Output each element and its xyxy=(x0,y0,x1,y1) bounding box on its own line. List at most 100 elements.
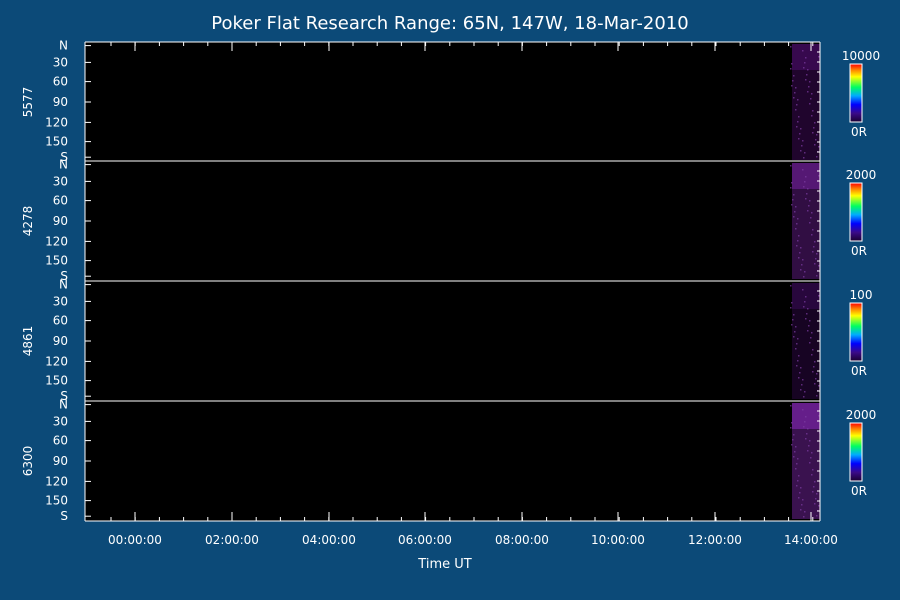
y-tick-label: 90 xyxy=(53,454,68,468)
activity-point xyxy=(816,395,818,397)
x-tick-label: 14:00:00 xyxy=(784,533,838,547)
activity-point xyxy=(794,331,796,333)
activity-point xyxy=(804,181,806,183)
y-tick-label: 150 xyxy=(45,494,68,508)
activity-point xyxy=(802,169,804,171)
activity-point xyxy=(809,222,811,224)
panel-label: 6300 xyxy=(21,446,35,477)
x-tick-label: 02:00:00 xyxy=(205,533,259,547)
y-tick-label: 90 xyxy=(53,95,68,109)
activity-point xyxy=(790,307,792,309)
activity-point xyxy=(798,355,800,357)
activity-point xyxy=(796,104,798,106)
y-tick-label: 60 xyxy=(53,194,68,208)
activity-point xyxy=(811,452,813,454)
chart-title: Poker Flat Research Range: 65N, 147W, 18… xyxy=(211,13,688,34)
activity-point xyxy=(811,115,813,117)
activity-point xyxy=(803,306,805,308)
colorbar-min-label: 0R xyxy=(851,125,867,139)
activity-point xyxy=(790,165,792,167)
activity-point xyxy=(806,313,808,315)
activity-point xyxy=(812,469,814,471)
activity-point xyxy=(814,144,816,146)
colorbar-max-label: 2000 xyxy=(846,408,877,422)
activity-point xyxy=(810,457,812,459)
activity-point xyxy=(804,271,806,273)
activity-point xyxy=(805,57,807,59)
activity-point xyxy=(793,97,795,99)
activity-point xyxy=(818,265,820,267)
activity-point xyxy=(798,257,800,259)
activity-point xyxy=(818,505,820,507)
panel-plot-area xyxy=(85,42,820,162)
y-tick-label: S xyxy=(60,150,68,164)
panel-label: 4278 xyxy=(21,206,35,237)
activity-point xyxy=(793,336,795,338)
activity-point xyxy=(791,324,793,326)
activity-point xyxy=(818,415,820,417)
activity-point xyxy=(801,504,803,506)
x-tick-label: 06:00:00 xyxy=(398,533,452,547)
activity-point xyxy=(797,240,799,242)
activity-point xyxy=(816,134,818,136)
colorbar-max-label: 2000 xyxy=(846,168,877,182)
activity-point xyxy=(803,276,805,278)
x-tick-label: 08:00:00 xyxy=(495,533,549,547)
activity-point xyxy=(818,56,820,58)
activity-point xyxy=(809,342,811,344)
activity-point xyxy=(816,493,818,495)
activity-point xyxy=(803,516,805,518)
activity-point xyxy=(792,199,794,201)
activity-point xyxy=(796,365,798,367)
activity-point xyxy=(803,157,805,159)
y-tick-label: S xyxy=(60,509,68,523)
activity-point xyxy=(807,308,809,310)
activity-point xyxy=(802,50,804,52)
activity-point xyxy=(799,133,801,135)
activity-point xyxy=(804,301,806,303)
activity-point xyxy=(797,121,799,123)
activity-point xyxy=(795,228,797,230)
activity-point xyxy=(803,396,805,398)
activity-point xyxy=(790,285,792,287)
activity-point xyxy=(797,360,799,362)
activity-point xyxy=(796,245,798,247)
activity-point xyxy=(808,86,810,88)
x-axis: 00:00:00 02:00:00 04:00:00 06:00:00 08:00:00… xyxy=(85,42,838,547)
panel-label: 4861 xyxy=(21,326,35,357)
activity-point xyxy=(815,498,817,500)
activity-point xyxy=(813,246,815,248)
panel-plot-area xyxy=(85,401,820,521)
activity-point xyxy=(814,263,816,265)
activity-point xyxy=(796,343,798,345)
activity-point xyxy=(797,99,799,101)
activity-point xyxy=(805,438,807,440)
panel-plot-area xyxy=(85,161,820,281)
activity-point xyxy=(815,258,817,260)
colorbar-max-label: 10000 xyxy=(842,49,880,63)
y-tick-label: 30 xyxy=(53,174,68,188)
activity-point xyxy=(798,475,800,477)
activity-point xyxy=(809,81,811,83)
activity-point xyxy=(812,132,814,134)
activity-point xyxy=(807,188,809,190)
activity-point xyxy=(812,110,814,112)
activity-point xyxy=(800,128,802,130)
activity-point xyxy=(812,229,814,231)
activity-point xyxy=(795,468,797,470)
activity-point xyxy=(811,354,813,356)
activity-point xyxy=(796,223,798,225)
activity-point xyxy=(816,515,818,517)
x-tick-label: 10:00:00 xyxy=(591,533,645,547)
activity-point xyxy=(801,145,803,147)
activity-point xyxy=(793,456,795,458)
activity-point xyxy=(799,252,801,254)
activity-point xyxy=(796,126,798,128)
y-tick-label: 60 xyxy=(53,434,68,448)
y-tick-label: 150 xyxy=(45,374,68,388)
activity-point xyxy=(807,69,809,71)
activity-point xyxy=(815,139,817,141)
colorbar xyxy=(849,302,863,362)
activity-point xyxy=(792,319,794,321)
